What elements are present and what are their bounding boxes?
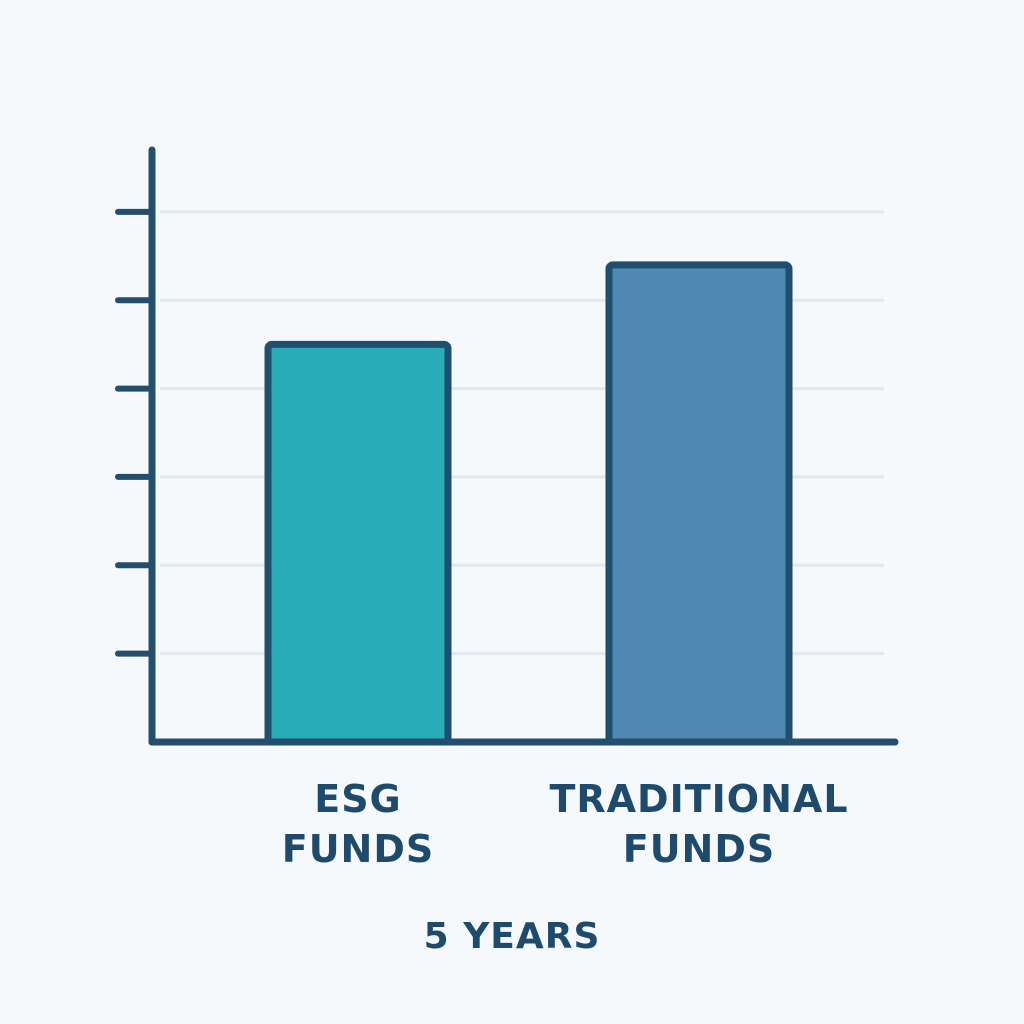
x-tick-label: ESG FUNDS xyxy=(281,777,435,871)
bar xyxy=(264,340,452,746)
bar xyxy=(605,261,793,746)
x-tick-label: TRADITIONAL FUNDS xyxy=(549,777,849,871)
x-axis-label: 5 YEARS xyxy=(423,916,601,957)
